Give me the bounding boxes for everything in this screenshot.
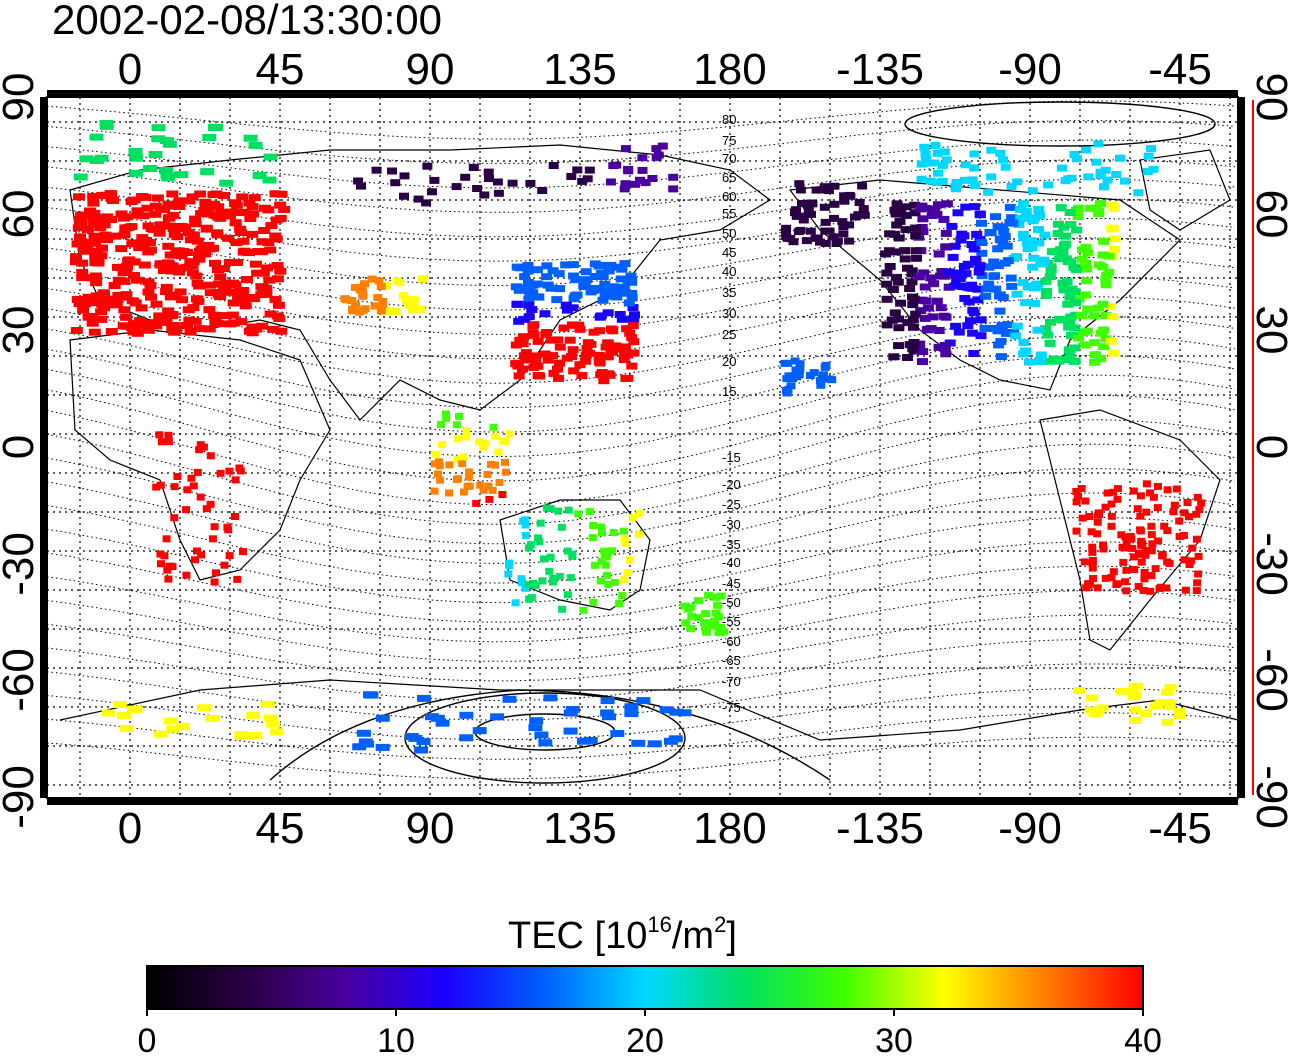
lon-tick-label: 135 <box>543 45 616 94</box>
lon-tick-label: -45 <box>1148 804 1212 853</box>
longitude-axis-top: 0 45 90 135 180 -135 -90 -45 <box>118 45 1212 94</box>
colorbar-ticks: 0 10 20 30 40 <box>138 1009 1162 1057</box>
contour-label: 80 <box>722 112 736 127</box>
tec-observations <box>70 120 1206 754</box>
contour-label: -50 <box>722 595 741 610</box>
colorbar-gradient <box>146 965 1144 1010</box>
contour-label: -20 <box>722 477 741 492</box>
colorbar: TEC [1016/m2] 0 10 20 30 40 <box>138 912 1162 1057</box>
lat-tick-label: 0 <box>0 435 43 459</box>
lon-tick-label: 45 <box>256 804 305 853</box>
contour-label: 20 <box>722 354 736 369</box>
contour-label: -25 <box>722 497 741 512</box>
lat-tick-label: 0 <box>1247 435 1292 459</box>
contour-label: -45 <box>722 576 741 591</box>
colorbar-tick-label: 20 <box>626 1022 664 1057</box>
timestamp: 2002-02-08/13:30:00 <box>52 0 442 43</box>
contour-label: -65 <box>722 653 741 668</box>
contour-label: -30 <box>722 517 741 532</box>
lat-tick-label: 90 <box>0 73 43 122</box>
contour-label: 60 <box>722 189 736 204</box>
lon-tick-label: -90 <box>998 804 1062 853</box>
contour-label: 30 <box>722 306 736 321</box>
lon-tick-label: -135 <box>836 45 924 94</box>
lon-tick-label: 90 <box>406 804 455 853</box>
colorbar-tick-label: 30 <box>875 1022 913 1057</box>
contour-label: 55 <box>722 206 736 221</box>
contour-label: 45 <box>722 245 736 260</box>
lat-tick-label: -60 <box>1247 648 1292 712</box>
lon-tick-label: -90 <box>998 45 1062 94</box>
lat-tick-label: 30 <box>1247 306 1292 355</box>
lon-tick-label: -135 <box>836 804 924 853</box>
contour-label: 50 <box>722 226 736 241</box>
contour-label: 75 <box>722 133 736 148</box>
lat-tick-label: 60 <box>0 190 43 239</box>
lon-tick-label: 180 <box>693 804 766 853</box>
lon-tick-label: 0 <box>118 45 142 94</box>
lon-tick-label: -45 <box>1148 45 1212 94</box>
contour-label: -55 <box>722 614 741 629</box>
lon-tick-label: 180 <box>693 45 766 94</box>
colorbar-tick-label: 0 <box>138 1022 157 1057</box>
contour-label: -75 <box>722 700 741 715</box>
contour-label: 70 <box>722 151 736 166</box>
contour-label: -60 <box>722 634 741 649</box>
colorbar-tick-label: 10 <box>377 1022 415 1057</box>
colorbar-title: TEC [1016/m2] <box>508 912 737 957</box>
lon-tick-label: 90 <box>406 45 455 94</box>
lat-tick-label: 30 <box>0 306 43 355</box>
longitude-axis-bottom: 0 45 90 135 180 -135 -90 -45 <box>118 804 1212 853</box>
contour-label: -35 <box>722 537 741 552</box>
contour-label: -15 <box>722 450 741 465</box>
contour-labels: 80 75 70 65 60 55 50 45 40 35 30 25 20 15 -15 -20 -25 -30… <box>722 112 741 715</box>
contour-label: 65 <box>722 170 736 185</box>
lat-tick-label: -90 <box>0 765 43 829</box>
latitude-axis-left: 90 60 30 0 -30 -60 -90 <box>0 73 43 829</box>
contour-label: 15 <box>722 384 736 399</box>
lat-tick-label: -90 <box>1247 765 1292 829</box>
contour-label: 25 <box>722 327 736 342</box>
lat-tick-label: 90 <box>1247 73 1292 122</box>
latitude-axis-right: 90 60 30 0 -30 -60 -90 <box>1247 73 1292 829</box>
contour-label: -70 <box>722 674 741 689</box>
contour-label: 40 <box>722 264 736 279</box>
lon-tick-label: 135 <box>543 804 616 853</box>
lat-tick-label: -30 <box>1247 532 1292 596</box>
lat-tick-label: -30 <box>0 532 43 596</box>
contour-label: -40 <box>722 555 741 570</box>
contour-label: 35 <box>722 285 736 300</box>
lon-tick-label: 45 <box>256 45 305 94</box>
lon-tick-label: 0 <box>118 804 142 853</box>
lat-tick-label: 60 <box>1247 190 1292 239</box>
lat-tick-label: -60 <box>0 648 43 712</box>
colorbar-tick-label: 40 <box>1124 1022 1162 1057</box>
